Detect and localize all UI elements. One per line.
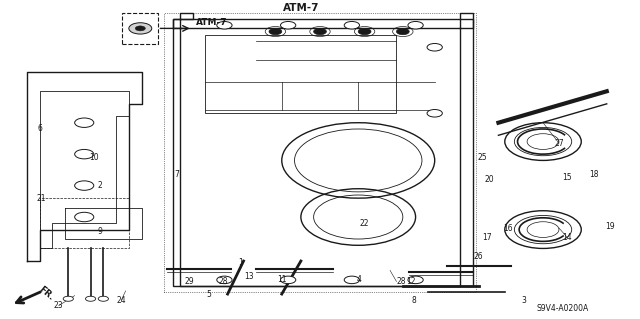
Text: 16: 16: [503, 224, 513, 233]
Text: 7: 7: [174, 170, 179, 179]
Circle shape: [408, 276, 423, 284]
Text: 14: 14: [563, 233, 572, 242]
Circle shape: [75, 212, 94, 222]
Text: 6: 6: [37, 124, 42, 133]
Text: 20: 20: [484, 175, 493, 184]
Circle shape: [396, 28, 409, 35]
Text: 4: 4: [357, 275, 362, 284]
Circle shape: [314, 28, 326, 35]
Text: 13: 13: [244, 272, 253, 281]
Circle shape: [344, 276, 360, 284]
Circle shape: [63, 296, 74, 301]
Circle shape: [280, 276, 296, 284]
Text: 27: 27: [554, 139, 564, 148]
Text: S9V4-A0200A: S9V4-A0200A: [536, 304, 588, 313]
Circle shape: [427, 43, 442, 51]
Text: 19: 19: [605, 222, 615, 231]
Circle shape: [75, 149, 94, 159]
Text: 21: 21: [36, 194, 45, 203]
Text: ATM-7: ATM-7: [196, 18, 227, 27]
Text: 12: 12: [406, 277, 415, 286]
Circle shape: [86, 296, 96, 301]
Circle shape: [344, 21, 360, 29]
Text: 15: 15: [563, 173, 572, 182]
Text: 8: 8: [412, 296, 417, 305]
Circle shape: [217, 276, 232, 284]
Circle shape: [75, 118, 94, 127]
Circle shape: [427, 109, 442, 117]
Circle shape: [358, 28, 371, 35]
Text: FR.: FR.: [36, 285, 55, 302]
Text: 9: 9: [98, 227, 102, 236]
Circle shape: [280, 21, 296, 29]
Text: 26: 26: [473, 252, 483, 261]
Circle shape: [129, 23, 152, 34]
Text: 2: 2: [98, 181, 102, 190]
Text: 3: 3: [522, 296, 526, 305]
Circle shape: [135, 26, 145, 31]
Text: 28: 28: [397, 277, 406, 286]
Circle shape: [217, 21, 232, 29]
Text: 10: 10: [89, 153, 99, 162]
Text: 18: 18: [589, 170, 599, 179]
Text: 29: 29: [184, 277, 194, 286]
Text: 5: 5: [206, 290, 211, 299]
Text: 11: 11: [277, 275, 287, 284]
Text: 24: 24: [116, 296, 126, 305]
Text: 17: 17: [482, 233, 492, 242]
Circle shape: [269, 28, 282, 35]
Text: 1: 1: [238, 258, 243, 267]
Text: 23: 23: [54, 301, 63, 310]
Text: 25: 25: [477, 153, 487, 162]
FancyBboxPatch shape: [122, 13, 157, 44]
Text: 22: 22: [360, 219, 369, 228]
Circle shape: [408, 21, 423, 29]
Circle shape: [99, 296, 108, 301]
Text: ATM-7: ATM-7: [283, 3, 319, 13]
Text: 28: 28: [218, 277, 228, 286]
Circle shape: [75, 181, 94, 190]
